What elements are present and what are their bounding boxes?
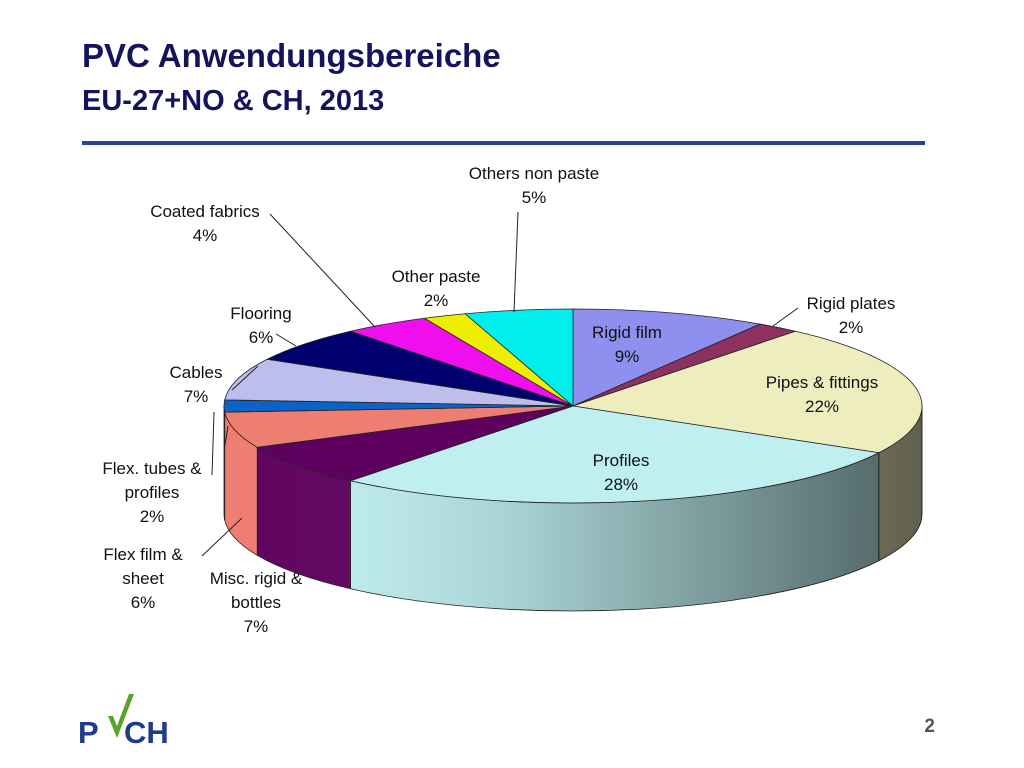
slice-misc-rigid-bottles: [256, 405, 574, 482]
leader-flooring: [275, 333, 297, 347]
wall-misc-rigid-bottles-shade: [257, 447, 351, 589]
label-rigid-plates: Rigid plates 2%: [807, 294, 896, 337]
value-others-non-paste: 5%: [522, 188, 547, 207]
value-rigid-plates: 2%: [839, 318, 864, 337]
value-other-paste: 2%: [424, 291, 449, 310]
wall-profiles-shade: [350, 452, 879, 611]
value-flooring: 6%: [249, 328, 274, 347]
slice-pipes-fittings: [572, 330, 923, 454]
slice-cables: [224, 358, 574, 407]
label-others-non-paste: Others non paste 5%: [469, 164, 599, 207]
label-cables: Cables 7%: [170, 363, 223, 406]
slice-rigid-film: [572, 308, 762, 407]
leader-rigid-plates: [772, 307, 799, 327]
value-flex-film-sheet: 6%: [131, 593, 156, 612]
slice-labels: Rigid film 9% Rigid plates 2% Pipes & fittin…: [102, 164, 895, 636]
value-misc-rigid-bottles: 7%: [244, 617, 269, 636]
page-number: 2: [924, 716, 935, 737]
leader-coated-fabrics: [269, 213, 376, 328]
wall-pipes-fittings-shade: [878, 406, 922, 561]
pie-top-faces: [223, 308, 923, 504]
leader-cables: [231, 365, 259, 391]
label-pipes-fittings: Pipes & fittings 22%: [766, 373, 878, 416]
leader-misc-rigid-bottles: [201, 517, 243, 557]
svg-text:P: P: [78, 715, 99, 746]
value-cables: 7%: [184, 387, 209, 406]
value-rigid-film: 9%: [615, 347, 640, 366]
label-flooring: Flooring 6%: [230, 304, 291, 347]
label-coated-fabrics: Coated fabrics 4%: [150, 202, 260, 245]
svg-text:CH: CH: [124, 715, 169, 746]
leader-others-non-paste: [513, 211, 519, 313]
label-leader-lines: [201, 211, 799, 557]
leader-flex-tubes-profiles: [211, 411, 215, 476]
wall-flex-film-sheet-shade: [224, 412, 258, 556]
slide-subtitle: EU-27+NO & CH, 2013: [82, 85, 385, 117]
slice-others-non-paste: [464, 308, 574, 407]
slice-flooring: [265, 330, 574, 407]
label-flex-tubes-profiles: Flex. tubes & profiles 2%: [102, 459, 202, 526]
value-pipes-fittings: 22%: [805, 397, 839, 416]
slice-profiles: [349, 405, 881, 504]
label-other-paste: Other paste 2%: [392, 267, 481, 310]
value-profiles: 28%: [604, 475, 638, 494]
label-profiles: Profiles 28%: [593, 451, 650, 494]
wall-flex-tubes-profiles-shade: [224, 406, 225, 521]
value-flex-tubes-profiles: 2%: [140, 507, 165, 526]
label-rigid-film: Rigid film 9%: [592, 323, 662, 366]
pvch-logo: P CH: [78, 694, 169, 746]
slide-title: PVC Anwendungsbereiche: [82, 37, 501, 74]
slice-flex-film-sheet: [224, 405, 574, 448]
label-flex-film-sheet: Flex film & sheet 6%: [103, 545, 183, 612]
value-coated-fabrics: 4%: [193, 226, 218, 245]
title-divider: [82, 141, 925, 145]
leader-flex-film-sheet: [224, 425, 229, 446]
label-misc-rigid-bottles: Misc. rigid & bottles 7%: [210, 569, 303, 636]
pie-side-walls: [223, 405, 923, 612]
